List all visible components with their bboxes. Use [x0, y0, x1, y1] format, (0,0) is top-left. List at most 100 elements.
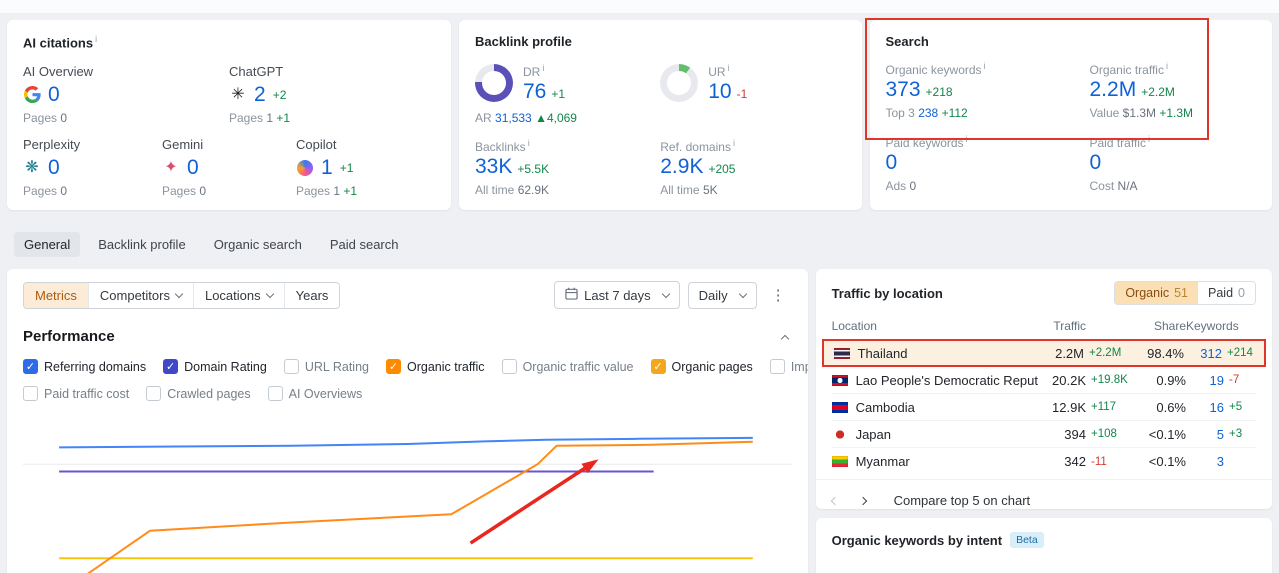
- chatgpt-value[interactable]: 2: [254, 83, 266, 107]
- ar-value[interactable]: 31,533: [495, 111, 532, 125]
- dr-donut: [475, 63, 513, 102]
- years-button[interactable]: Years: [283, 282, 340, 308]
- metric-checkbox-domain-rating[interactable]: ✓ Domain Rating: [163, 359, 267, 374]
- ai-overview-value[interactable]: 0: [48, 83, 60, 107]
- location-row-thailand[interactable]: Thailand 2.2M +2.2M 98.4% 312 +214: [821, 339, 1266, 367]
- checkbox-icon: [283, 359, 299, 374]
- top3-value[interactable]: 238: [918, 106, 939, 120]
- calendar-icon: [565, 287, 578, 303]
- tab-backlink-profile[interactable]: Backlink profile: [98, 237, 186, 252]
- toggle-organic[interactable]: Organic 51: [1115, 282, 1199, 304]
- perplexity-value[interactable]: 0: [48, 156, 60, 180]
- gemini-metric: Gemini ✦ 0 Pages 0: [162, 137, 207, 199]
- keywords-link[interactable]: 5: [1216, 426, 1224, 442]
- chevron-left-icon: [830, 496, 839, 506]
- copilot-icon: [296, 159, 314, 177]
- gemini-value[interactable]: 0: [187, 156, 199, 180]
- kebab-menu-icon[interactable]: ⋮: [770, 287, 786, 304]
- dr-value[interactable]: 76: [523, 80, 547, 103]
- competitors-button[interactable]: Competitors: [87, 282, 193, 308]
- metric-checkboxes-row-2: Paid traffic cost Crawled pages AI Overv…: [23, 386, 792, 401]
- locations-button[interactable]: Locations: [192, 282, 284, 308]
- location-row-myanmar[interactable]: Myanmar 342 -11 <0.1% 3: [831, 448, 1256, 475]
- chevron-down-icon: [174, 289, 184, 299]
- flag-myanmar-icon: [831, 456, 848, 467]
- location-row-laos[interactable]: Lao People's Democratic Reput 20.2K +19.…: [831, 367, 1256, 394]
- beta-badge: Beta: [1010, 532, 1044, 548]
- ai-citations-title: AI citations i: [23, 34, 98, 51]
- ur-value[interactable]: 10: [708, 80, 732, 103]
- collapse-section-button[interactable]: [772, 325, 792, 347]
- keywords-link[interactable]: 3: [1216, 454, 1224, 469]
- keywords-link[interactable]: 16: [1209, 399, 1224, 415]
- organic-traffic-value[interactable]: 2.2M: [1089, 78, 1137, 101]
- checkbox-icon: [501, 359, 517, 374]
- info-icon: i: [732, 138, 735, 148]
- overview-cards-row: AI citations i AI Overview 0 Pages 0 Chat…: [7, 18, 1272, 210]
- metric-checkbox-url-rating[interactable]: URL Rating: [283, 359, 369, 374]
- toggle-paid[interactable]: Paid 0: [1198, 282, 1255, 304]
- paid-traffic-value[interactable]: 0: [1089, 151, 1102, 174]
- checkbox-icon: ✓: [163, 359, 179, 374]
- copilot-value[interactable]: 1: [321, 156, 333, 180]
- info-icon: i: [1147, 134, 1150, 144]
- keywords-link[interactable]: 19: [1209, 372, 1224, 388]
- metric-checkbox-referring-domains[interactable]: ✓ Referring domains: [23, 359, 146, 374]
- chevron-up-icon: [780, 334, 789, 344]
- checkbox-icon: ✓: [23, 359, 38, 374]
- section-tabs: General Backlink profile Organic search …: [14, 232, 1272, 257]
- backlink-profile-title: Backlink profile: [475, 34, 572, 49]
- backlinks-value[interactable]: 33K: [475, 155, 513, 178]
- chatgpt-icon: ✳: [231, 85, 245, 103]
- keywords-link[interactable]: 312: [1200, 345, 1222, 361]
- metrics-button[interactable]: Metrics: [24, 282, 88, 308]
- flag-cambodia-icon: [831, 401, 848, 413]
- flag-thailand-icon: [833, 347, 850, 359]
- paid-traffic-metric: Paid traffic i 0 Cost N/A: [1089, 134, 1150, 193]
- metric-checkbox-paid-traffic-cost[interactable]: Paid traffic cost: [23, 386, 129, 401]
- traffic-by-location-card: Traffic by location Organic 51 Paid 0 Loca…: [815, 269, 1272, 509]
- performance-chart: [23, 413, 792, 573]
- tab-organic-search[interactable]: Organic search: [213, 237, 302, 252]
- info-icon: i: [542, 63, 545, 73]
- gemini-icon: ✦: [164, 158, 178, 176]
- search-card: Search Organic keywords i 373 +218 Top 3 …: [864, 18, 1272, 210]
- metric-checkbox-organic-traffic-value[interactable]: Organic traffic value: [501, 359, 634, 374]
- metric-checkbox-crawled-pages[interactable]: Crawled pages: [146, 386, 251, 401]
- chatgpt-metric: ChatGPT ✳ 2 +2 Pages 1 +1: [229, 64, 291, 126]
- metric-checkbox-organic-pages[interactable]: ✓ Organic pages: [650, 359, 753, 374]
- chevron-down-icon: [738, 289, 747, 299]
- flag-japan-icon: [831, 428, 848, 440]
- location-row-japan[interactable]: Japan 394 +108 <0.1% 5 +3: [831, 421, 1256, 448]
- granularity-button[interactable]: Daily: [687, 281, 757, 309]
- paid-keywords-metric: Paid keywords i 0 Ads 0: [885, 134, 968, 193]
- compare-top5-link[interactable]: Compare top 5 on chart: [893, 492, 1031, 508]
- organic-keywords-by-intent-card: Organic keywords by intent Beta: [815, 518, 1272, 573]
- tab-general[interactable]: General: [14, 232, 81, 257]
- performance-section-title: Performance: [23, 327, 115, 345]
- ai-citations-card: AI citations i AI Overview 0 Pages 0 Chat…: [7, 20, 451, 210]
- perplexity-icon: ❋: [25, 158, 39, 176]
- organic-paid-toggle: Organic 51 Paid 0: [1114, 281, 1256, 305]
- chevron-down-icon: [661, 289, 670, 299]
- metric-checkbox-organic-traffic[interactable]: ✓ Organic traffic: [385, 359, 485, 374]
- metric-checkbox-impressions[interactable]: Impressions: [769, 359, 808, 374]
- keywords-by-intent-title: Organic keywords by intent: [831, 532, 1003, 548]
- checkbox-icon: [23, 386, 38, 401]
- checkbox-icon: [769, 359, 785, 374]
- info-icon: i: [95, 34, 98, 44]
- checkbox-icon: [267, 386, 283, 401]
- chevron-right-icon: [858, 496, 867, 506]
- location-table-header: Location Traffic Share Keywords: [831, 319, 1239, 333]
- organic-keywords-value[interactable]: 373: [885, 78, 921, 101]
- ref-domains-value[interactable]: 2.9K: [660, 155, 704, 178]
- prev-page-button[interactable]: [830, 491, 839, 509]
- date-range-button[interactable]: Last 7 days: [554, 281, 680, 309]
- location-row-cambodia[interactable]: Cambodia 12.9K +117 0.6% 16 +5: [831, 394, 1256, 421]
- dr-block: DR i 76 +1 AR 31,533 ▲4,069 Backlinks i 33…: [475, 63, 660, 197]
- ur-donut: [660, 63, 699, 102]
- tab-paid-search[interactable]: Paid search: [329, 237, 399, 252]
- next-page-button[interactable]: [858, 491, 867, 509]
- paid-keywords-value[interactable]: 0: [885, 151, 898, 174]
- metric-checkbox-ai-overviews[interactable]: AI Overviews: [267, 386, 362, 401]
